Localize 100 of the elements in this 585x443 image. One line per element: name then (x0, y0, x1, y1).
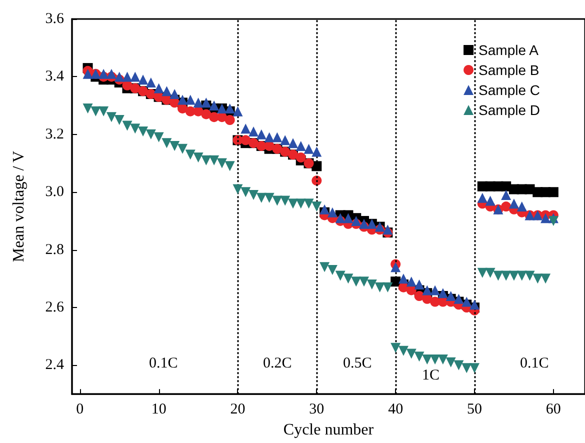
point (516, 202, 527, 212)
point (335, 213, 346, 224)
point (446, 290, 456, 301)
point (485, 268, 496, 278)
point (422, 285, 432, 296)
point (146, 77, 156, 88)
annotation: 1C (422, 368, 440, 384)
point (320, 262, 330, 272)
point (422, 354, 432, 364)
annotation: 0.1C (149, 356, 178, 372)
annotation: 0.5C (343, 356, 372, 372)
point (106, 112, 116, 122)
point (540, 213, 551, 224)
point (280, 196, 290, 206)
point (382, 282, 393, 292)
point (106, 68, 116, 79)
point (272, 196, 282, 206)
point (170, 140, 180, 151)
point (122, 120, 132, 131)
point (327, 265, 338, 276)
point (240, 124, 251, 134)
point (256, 129, 266, 140)
point (185, 94, 196, 105)
point (193, 152, 204, 162)
point (272, 132, 282, 142)
point (201, 98, 212, 108)
point (162, 138, 172, 148)
point (185, 150, 196, 160)
point (264, 192, 274, 203)
legend-label: Sample A (478, 42, 540, 58)
point (359, 218, 370, 229)
y-axis-title: Mean voltage / V (10, 150, 28, 262)
point (232, 184, 243, 194)
point (138, 74, 148, 85)
point (374, 282, 385, 292)
point (98, 68, 109, 79)
point (146, 129, 156, 140)
point (390, 342, 401, 353)
point (224, 161, 235, 172)
point (288, 198, 298, 209)
point (327, 207, 338, 218)
point (130, 72, 140, 82)
y-tick-label: 3.6 (45, 11, 64, 27)
x-tick-label: 40 (388, 402, 404, 418)
point (162, 86, 172, 96)
point (216, 158, 227, 168)
point (288, 138, 298, 148)
point (264, 132, 274, 142)
point (343, 213, 354, 224)
x-tick-label: 30 (309, 402, 324, 418)
point (122, 72, 132, 82)
point (462, 296, 472, 307)
point (256, 192, 266, 203)
point (343, 274, 354, 284)
point (414, 279, 424, 290)
point (501, 202, 512, 212)
point (454, 294, 464, 304)
point (351, 216, 362, 226)
point (240, 135, 251, 146)
point (304, 198, 314, 209)
point (516, 270, 527, 281)
annotation: 0.1C (520, 356, 549, 372)
legend-label: Sample B (478, 62, 540, 78)
point (406, 276, 416, 287)
y-tick-label: 2.8 (45, 242, 64, 258)
legend-label: Sample D (478, 102, 540, 118)
point (390, 262, 401, 272)
point (154, 132, 164, 142)
legend-label: Sample C (478, 82, 540, 98)
point (366, 279, 377, 290)
point (524, 270, 535, 281)
point (82, 103, 93, 114)
y-tick-label: 2.4 (45, 357, 64, 374)
point (454, 360, 464, 370)
point (470, 363, 480, 374)
point (470, 300, 480, 310)
point (462, 363, 472, 374)
x-tick-label: 50 (467, 402, 482, 418)
point (406, 348, 416, 359)
point (438, 354, 448, 364)
point (398, 346, 408, 356)
point (548, 216, 558, 226)
point (248, 190, 259, 200)
point (508, 270, 519, 281)
point (312, 202, 322, 212)
point (477, 192, 488, 203)
point (98, 106, 109, 116)
point (240, 187, 251, 198)
point (351, 276, 362, 287)
point (280, 135, 290, 146)
point (248, 126, 259, 137)
point (90, 106, 101, 116)
point (398, 274, 408, 284)
point (130, 124, 140, 134)
point (320, 204, 330, 214)
point (296, 198, 306, 209)
point (138, 126, 148, 137)
point (382, 224, 393, 235)
point (114, 72, 124, 82)
point (201, 109, 212, 120)
